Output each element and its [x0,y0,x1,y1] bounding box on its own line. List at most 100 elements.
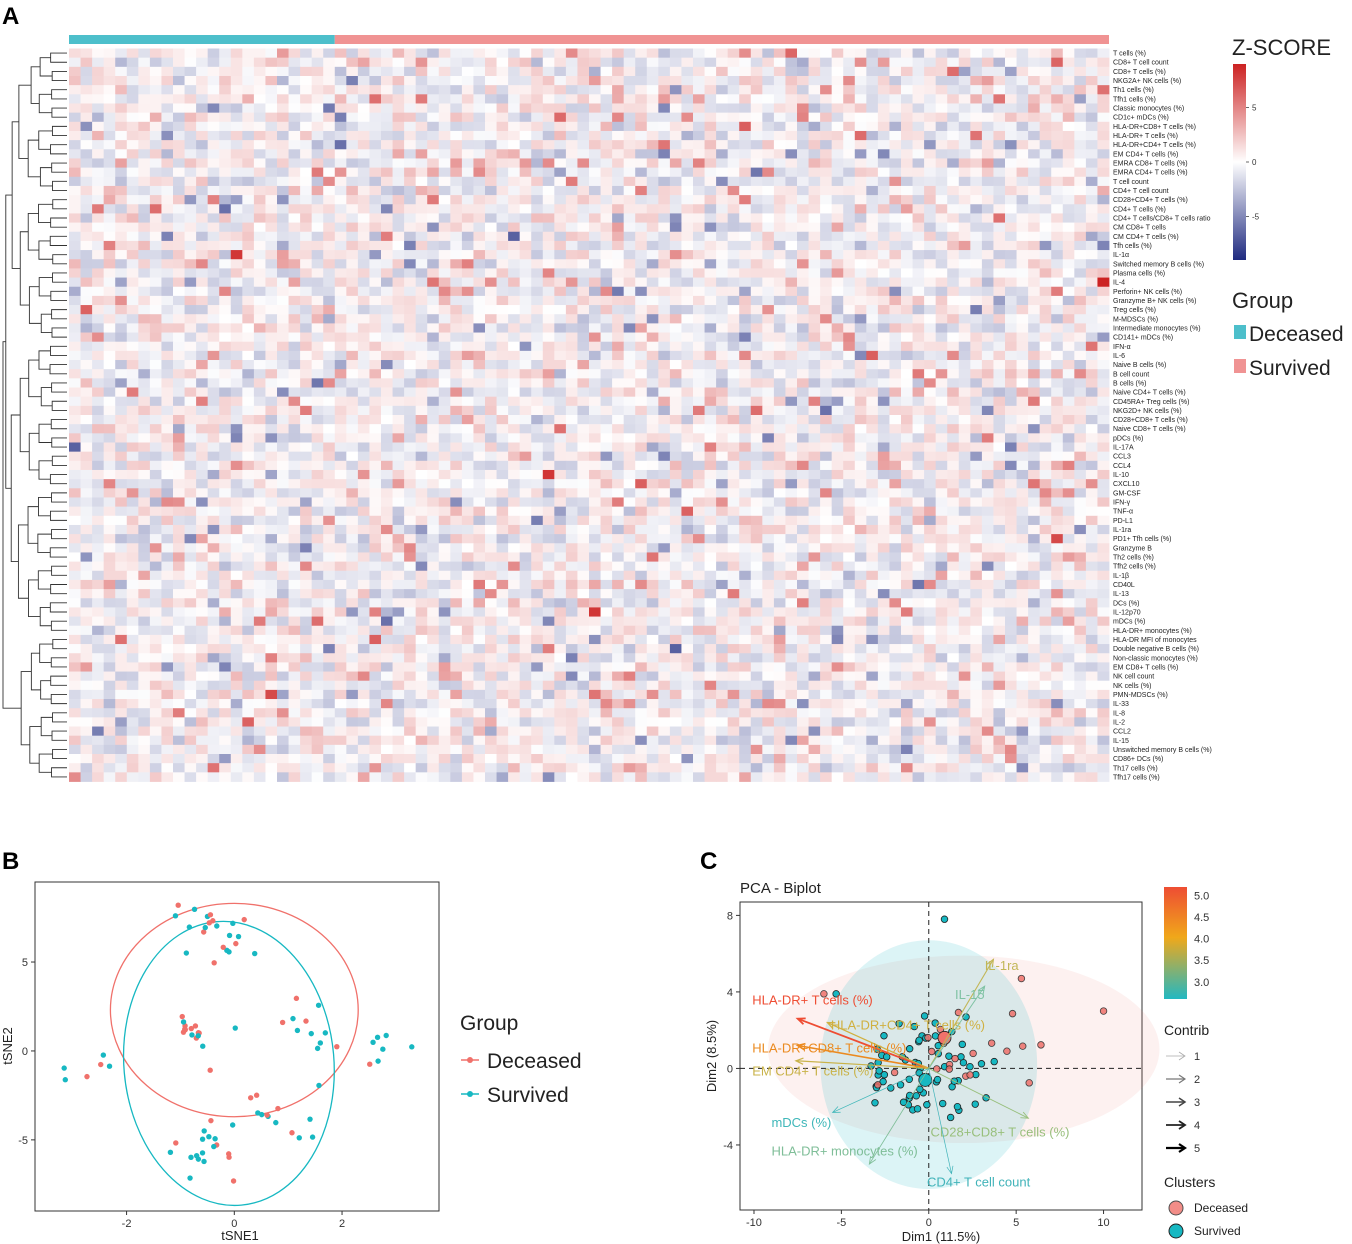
heatmap-cell [392,48,405,59]
heatmap-cell [461,534,474,544]
heatmap-cell [219,378,232,388]
heatmap-cell [357,305,370,315]
heatmap-cell [69,195,81,205]
heatmap-cell [288,524,301,535]
heatmap-cell [704,195,717,205]
heatmap-cell [797,378,809,388]
heatmap-cell [1097,167,1110,178]
heatmap-cell [1016,405,1029,416]
heatmap-cell [277,378,289,388]
heatmap-cell [461,75,474,86]
heatmap-cell [565,488,578,498]
heatmap-cell [450,415,463,425]
heatmap-cell [600,195,613,205]
heatmap-cell [693,442,705,453]
dendrogram-branch [50,217,67,228]
heatmap-cell [831,268,844,278]
heatmap-cell [762,396,775,407]
heatmap-cell [1085,213,1098,223]
heatmap-cell [519,415,532,425]
heatmap-cell [970,534,983,544]
heatmap-cell [80,378,93,388]
heatmap-cell [831,396,844,407]
heatmap-cell [334,534,347,544]
heatmap-cell [230,85,243,95]
heatmap-cell [843,360,856,370]
heatmap-cell [149,75,162,86]
heatmap-cell [381,268,393,278]
heatmap-cell [935,506,948,517]
heatmap-cell [773,396,786,407]
heatmap-cell [230,460,243,471]
heatmap-cell [565,195,578,205]
heatmap-cell [704,396,717,407]
heatmap-cell [635,176,648,187]
heatmap-cell [173,268,185,278]
heatmap-cell [577,66,590,77]
heatmap-cell [92,524,105,535]
heatmap-cell [542,195,555,205]
heatmap-cell [277,66,289,77]
heatmap-cell [854,515,867,526]
heatmap-cell [542,479,555,489]
heatmap-cell [958,222,971,233]
heatmap-cell [438,85,451,95]
heatmap-cell [288,488,301,498]
heatmap-cell [427,222,440,233]
heatmap-cell [427,112,440,123]
heatmap-cell [762,469,775,480]
heatmap-cell [300,415,313,425]
heatmap-cell [589,543,601,553]
heatmap-cell [877,469,890,480]
heatmap-cell [669,524,682,535]
heatmap-cell [889,66,902,77]
heatmap-cell [542,112,555,123]
heatmap-cell [565,240,578,251]
heatmap-cell [843,268,856,278]
heatmap-cell [531,433,544,443]
heatmap-cell [173,488,185,498]
heatmap-cell [646,451,659,462]
heatmap-cell [565,75,578,86]
heatmap-cell [334,524,347,535]
heatmap-cell [877,415,890,425]
heatmap-cell [1028,515,1041,526]
heatmap-cell [334,442,347,453]
heatmap-cell [750,433,763,443]
heatmap-cell [901,222,913,233]
heatmap-cell [508,259,521,269]
heatmap-cell [311,460,324,471]
heatmap-cell [288,387,301,398]
heatmap-cell [1016,506,1029,517]
heatmap-cell [704,378,717,388]
heatmap-cell [219,121,232,132]
heatmap-cell [773,66,786,77]
heatmap-cell [831,488,844,498]
heatmap-cell [149,488,162,498]
heatmap-cell [681,305,694,315]
heatmap-cell [600,479,613,489]
heatmap-cell [866,259,879,269]
heatmap-cell [924,506,937,517]
heatmap-cell [866,149,879,159]
heatmap-cell [103,75,116,86]
heatmap-cell [173,176,185,187]
heatmap-cell [542,250,555,260]
heatmap-cell [103,213,116,223]
heatmap-cell [427,314,440,324]
heatmap-cell [1051,268,1064,278]
heatmap-cell [253,332,266,343]
heatmap-cell [1039,378,1052,388]
heatmap-cell [219,286,232,297]
heatmap-cell [773,57,786,68]
heatmap-cell [288,305,301,315]
heatmap-cell [207,534,220,544]
heatmap-cell [889,176,902,187]
heatmap-cell [866,369,879,379]
heatmap-cell [1005,66,1017,77]
heatmap-cell [612,524,625,535]
heatmap-cell [196,121,209,132]
heatmap-cell [519,341,532,352]
heatmap-cell [1097,277,1110,288]
heatmap-cell [473,259,486,269]
